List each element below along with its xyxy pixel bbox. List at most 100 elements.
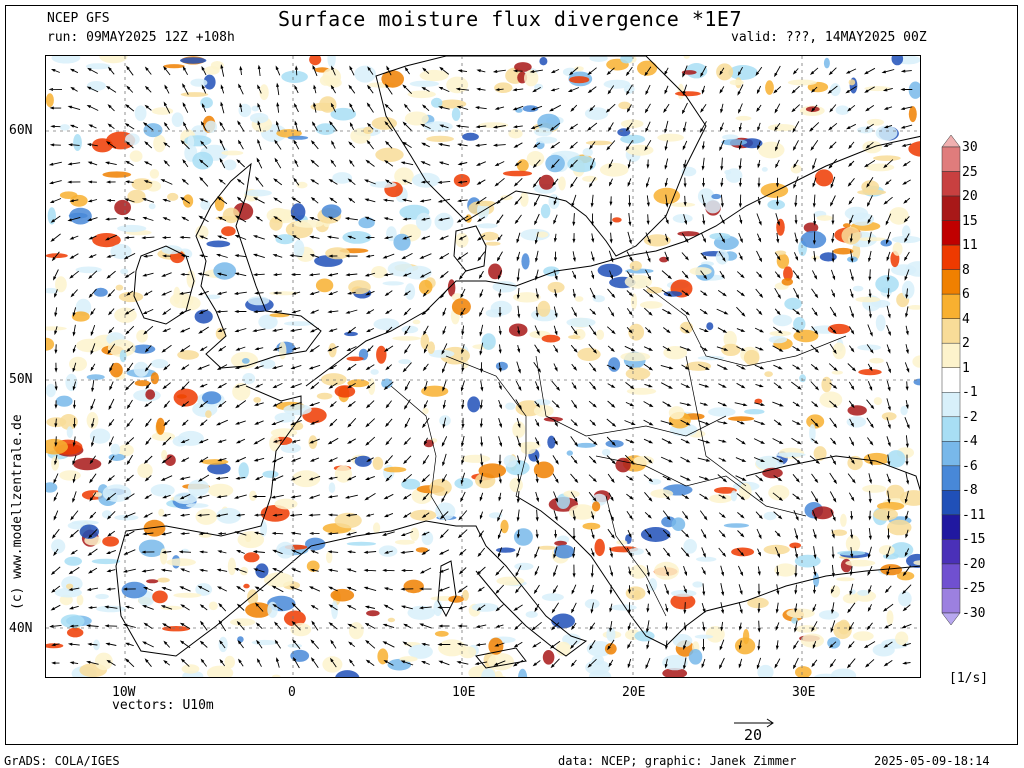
wind-vector (794, 528, 799, 540)
wind-vector (849, 345, 855, 353)
wind-vector (791, 104, 801, 113)
wind-vector (215, 419, 228, 426)
wind-vector (197, 494, 210, 499)
wind-vector (718, 457, 727, 462)
divergence-patch (287, 135, 309, 140)
wind-vector (587, 86, 597, 94)
wind-vector (532, 176, 541, 188)
wind-vector (460, 472, 466, 485)
wind-vector (516, 268, 520, 282)
wind-vector (533, 362, 542, 373)
wind-vector (738, 602, 743, 614)
wind-vector (364, 272, 376, 277)
wind-vector (847, 602, 856, 614)
wind-vector (219, 658, 226, 667)
wind-vector (217, 532, 227, 536)
divergence-patch (137, 463, 153, 479)
colorbar-level-label: -20 (962, 556, 986, 572)
wind-vector (422, 455, 430, 465)
wind-vector (719, 67, 725, 76)
wind-vector (67, 105, 81, 111)
divergence-patch (151, 432, 176, 441)
wind-vector (496, 234, 503, 242)
divergence-patch (568, 504, 596, 520)
wind-vector (180, 196, 191, 204)
wind-vector (627, 231, 632, 245)
wind-vector (402, 84, 413, 95)
divergence-patch (850, 212, 874, 226)
wind-vector (883, 159, 894, 169)
wind-vector (774, 308, 781, 316)
wind-vector (51, 251, 60, 262)
wind-vector (590, 158, 595, 171)
wind-vector (163, 419, 170, 427)
divergence-patch (269, 435, 280, 452)
wind-vector (124, 308, 135, 315)
wind-vector (106, 254, 116, 258)
wind-vector (517, 344, 521, 354)
wind-vector (254, 347, 264, 351)
wind-vector (626, 475, 634, 481)
valid-label: valid: ???, 14MAY2025 00Z (731, 30, 927, 45)
divergence-patch (637, 60, 658, 76)
wind-vector (330, 102, 337, 113)
divergence-patch (280, 443, 301, 453)
wind-vector (757, 639, 761, 651)
wind-vector (720, 178, 724, 188)
divergence-patch (566, 317, 596, 328)
wind-vector (645, 232, 651, 244)
divergence-patch (429, 478, 452, 496)
wind-vector (776, 584, 780, 595)
divergence-patch (335, 670, 360, 677)
divergence-patch (354, 65, 377, 83)
divergence-patch (369, 181, 397, 188)
wind-vector (775, 213, 780, 226)
divergence-patch (382, 281, 404, 286)
wind-vector (738, 252, 743, 261)
wind-vector (310, 196, 319, 204)
wind-vector (252, 253, 265, 259)
wind-vector (143, 455, 153, 464)
wind-vector (439, 271, 449, 279)
divergence-patch (847, 405, 867, 416)
divergence-patch (334, 465, 352, 483)
divergence-patch (249, 490, 257, 501)
wind-vector (254, 365, 264, 369)
wind-vector (515, 565, 522, 577)
divergence-patch (725, 168, 743, 183)
wind-vector (698, 476, 710, 480)
divergence-patch (276, 129, 302, 138)
divergence-patch (387, 261, 414, 277)
wind-vector (810, 364, 819, 371)
wind-vector (382, 641, 395, 648)
wind-vector (72, 307, 77, 317)
wind-vector (125, 141, 134, 149)
divergence-patch (145, 389, 156, 400)
wind-vector (160, 605, 173, 610)
wind-vector (88, 124, 97, 129)
wind-vector (831, 564, 835, 578)
wind-vector (534, 603, 540, 613)
wind-vector (683, 622, 687, 631)
divergence-patch (207, 462, 231, 475)
wind-vector (902, 661, 911, 665)
divergence-patch (158, 508, 165, 517)
wind-vector (290, 364, 302, 370)
divergence-patch (383, 466, 407, 473)
divergence-patch (46, 482, 58, 493)
wind-vector (403, 399, 411, 410)
wind-vector (776, 232, 780, 244)
divergence-patch (618, 101, 631, 110)
divergence-patch (292, 470, 321, 488)
wind-vector (272, 513, 283, 517)
wind-vector (720, 194, 724, 208)
wind-vector (553, 546, 558, 559)
divergence-patch (604, 643, 617, 655)
wind-vector (535, 473, 539, 484)
wind-vector (402, 272, 412, 277)
divergence-patch (253, 397, 262, 403)
divergence-patch (577, 347, 601, 361)
wind-vector (755, 474, 764, 482)
colorbar-cell (941, 195, 961, 221)
divergence-patch (811, 255, 820, 260)
